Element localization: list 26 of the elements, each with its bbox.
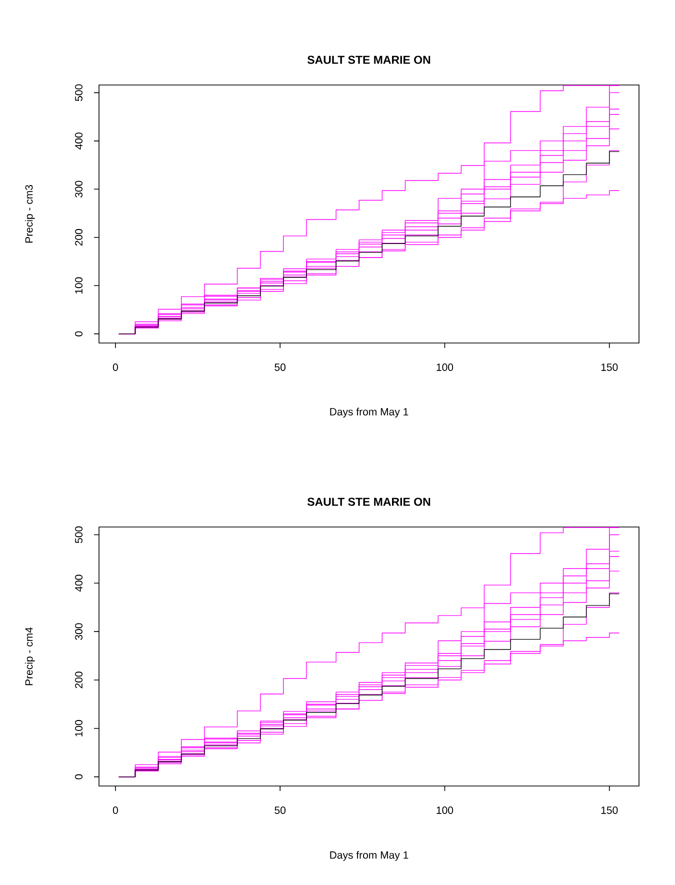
y-tick-label: 500 — [75, 84, 82, 102]
x-tick-label: 100 — [436, 364, 454, 371]
y-axis-title: Precip - cm3 — [24, 185, 35, 243]
y-tick-label: 200 — [75, 229, 82, 246]
y-tick-label: 100 — [75, 720, 82, 736]
x-tick-label: 100 — [436, 806, 454, 814]
chart-title: SAULT STE MARIE ON — [307, 56, 430, 64]
x-axis-title: Days from May 1 — [330, 408, 408, 418]
y-tick-label: 100 — [75, 277, 82, 294]
y-tick-label: 300 — [75, 623, 82, 640]
x-tick-label: 50 — [274, 806, 286, 814]
x-tick-label: 50 — [274, 364, 286, 371]
y-tick-label: 0 — [75, 774, 82, 780]
x-axis-title: Days from May 1 — [330, 851, 408, 861]
chart-title: SAULT STE MARIE ON — [307, 498, 430, 506]
x-tick-label: 150 — [601, 364, 618, 371]
y-tick-label: 200 — [75, 672, 82, 688]
x-tick-label: 0 — [112, 806, 118, 814]
y-tick-label: 500 — [75, 526, 82, 544]
y-tick-label: 300 — [75, 180, 82, 198]
y-axis-title: Precip - cm4 — [24, 627, 35, 686]
y-tick-label: 0 — [75, 331, 82, 336]
y-tick-label: 400 — [75, 132, 82, 150]
x-tick-label: 150 — [601, 806, 618, 814]
x-tick-label: 0 — [112, 364, 118, 371]
y-tick-label: 400 — [75, 574, 82, 592]
